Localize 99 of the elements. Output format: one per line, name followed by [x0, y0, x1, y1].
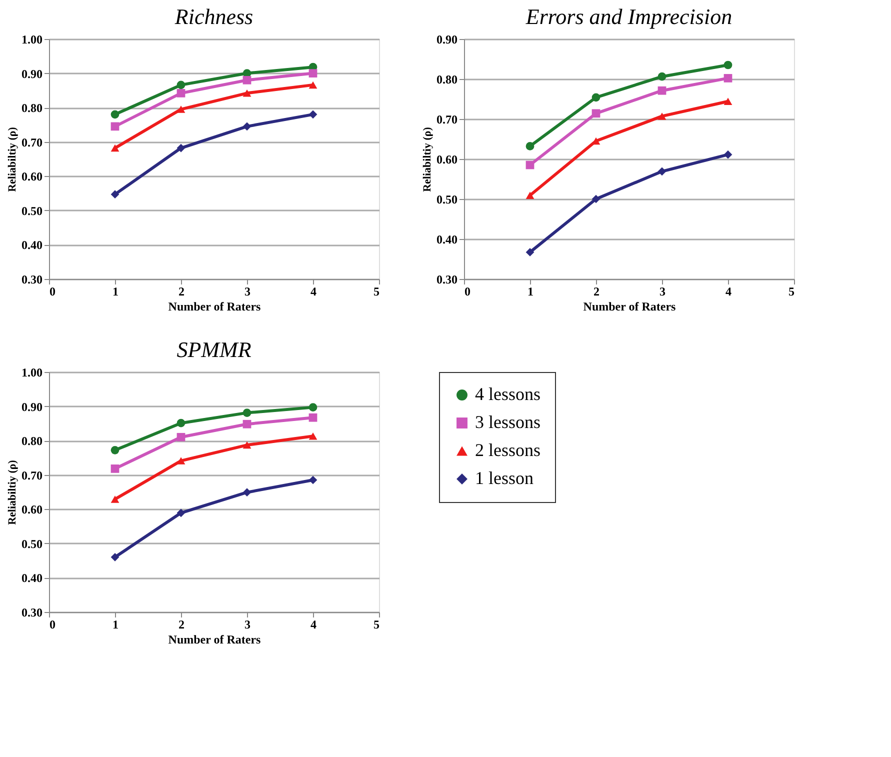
- point: [110, 464, 120, 473]
- point: [526, 192, 534, 200]
- x-tick-label: 2: [178, 618, 184, 632]
- point: [242, 76, 252, 84]
- point: [242, 408, 252, 417]
- x-tick-label: 5: [788, 284, 794, 298]
- x-tick-label: 0: [464, 284, 470, 298]
- y-tick-label: 0.50: [22, 536, 42, 551]
- y-tick-label: 0.80: [22, 101, 42, 116]
- x-tick-label: 4: [726, 284, 732, 298]
- point: [308, 81, 318, 89]
- legend-label: 2 lessons: [475, 440, 541, 460]
- x-tick-label: 2: [178, 284, 184, 298]
- x-tick-label: 1: [112, 284, 118, 298]
- y-tick-label: 0.30: [22, 272, 42, 286]
- point: [242, 488, 252, 497]
- y-tick-label: 0.70: [22, 135, 42, 150]
- x-axis-title: Number of Raters: [168, 300, 262, 314]
- x-tick-label: 1: [112, 618, 118, 632]
- point: [526, 248, 534, 256]
- y-tick-label: 0.30: [436, 272, 458, 286]
- y-tick-label: 0.70: [22, 468, 42, 482]
- point: [526, 160, 534, 170]
- chart-title: SPMMR: [176, 337, 252, 362]
- point: [592, 93, 600, 102]
- point: [176, 80, 186, 90]
- point: [176, 418, 186, 428]
- point: [110, 110, 120, 119]
- y-tick-label: 1.00: [22, 366, 42, 380]
- x-tick-label: 4: [310, 284, 316, 298]
- legend-label: 4 lessons: [475, 384, 541, 404]
- point: [308, 403, 318, 412]
- x-tick-label: 3: [244, 284, 250, 298]
- y-axis-title: Reliabiltiy (ρ): [6, 126, 18, 192]
- point: [308, 476, 318, 484]
- y-tick-label: 0.50: [22, 204, 42, 218]
- point: [658, 86, 666, 95]
- x-tick-label: 2: [594, 284, 600, 298]
- y-axis-title: Reliabiltiy (ρ): [6, 460, 18, 525]
- point: [110, 552, 120, 562]
- x-axis-title: Number of Raters: [583, 300, 676, 314]
- point: [176, 106, 186, 113]
- legend-label: 3 lessons: [475, 412, 541, 432]
- point: [724, 74, 732, 82]
- point: [242, 122, 252, 131]
- point: [242, 90, 252, 97]
- x-tick-label: 1: [528, 284, 534, 298]
- point: [110, 190, 120, 198]
- x-tick-label: 5: [374, 618, 380, 632]
- y-tick-label: 0.90: [436, 32, 458, 46]
- legend-label: 1 lesson: [475, 468, 534, 488]
- x-tick-label: 4: [310, 618, 316, 632]
- point: [242, 420, 252, 428]
- point: [308, 413, 318, 422]
- y-tick-label: 0.80: [436, 72, 458, 86]
- x-tick-label: 5: [374, 284, 380, 298]
- point: [110, 122, 120, 131]
- point: [176, 457, 186, 464]
- y-tick-label: 0.40: [436, 232, 458, 246]
- chart-title: Richness: [174, 4, 254, 29]
- y-tick-label: 1.00: [22, 32, 42, 46]
- y-tick-label: 0.90: [22, 66, 42, 81]
- y-tick-label: 0.80: [22, 434, 42, 448]
- point: [176, 432, 186, 442]
- y-axis-title: Reliabiltiy (ρ): [422, 126, 434, 192]
- point: [592, 109, 600, 118]
- point: [526, 142, 534, 150]
- point: [308, 110, 318, 119]
- y-tick-label: 0.40: [22, 238, 42, 252]
- point: [658, 167, 666, 176]
- x-tick-label: 3: [244, 618, 250, 632]
- point: [592, 194, 600, 204]
- point: [724, 150, 732, 159]
- point: [110, 446, 120, 454]
- point: [242, 441, 252, 449]
- y-tick-label: 0.30: [22, 606, 42, 620]
- y-tick-label: 0.60: [436, 152, 458, 166]
- point: [308, 432, 318, 440]
- point: [724, 60, 732, 70]
- y-tick-label: 0.90: [22, 400, 42, 414]
- point: [724, 98, 732, 106]
- x-tick-label: 0: [50, 284, 56, 298]
- point: [176, 508, 186, 518]
- x-tick-label: 3: [660, 284, 666, 298]
- point: [176, 144, 186, 152]
- x-tick-label: 0: [50, 618, 56, 632]
- point: [176, 88, 186, 98]
- y-tick-label: 0.40: [22, 571, 42, 586]
- point: [658, 112, 666, 120]
- point: [308, 69, 318, 78]
- point: [110, 144, 120, 152]
- y-tick-label: 0.60: [22, 170, 42, 184]
- x-axis-title: Number of Raters: [168, 632, 262, 646]
- chart-title: Errors and Imprecision: [524, 4, 732, 29]
- y-tick-label: 0.60: [22, 502, 42, 517]
- point: [110, 496, 120, 503]
- y-tick-label: 0.50: [436, 192, 458, 206]
- y-tick-label: 0.70: [436, 112, 458, 126]
- point: [658, 72, 666, 81]
